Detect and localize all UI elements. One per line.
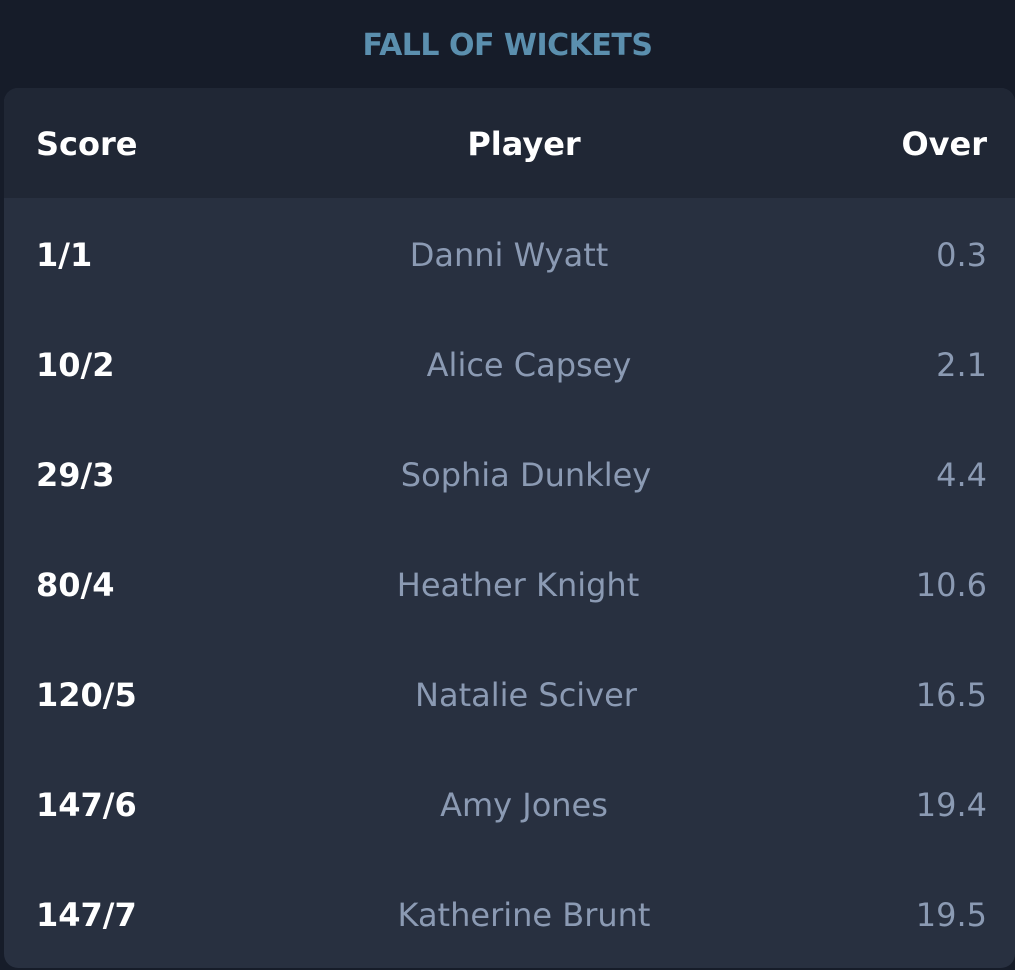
row-player: Natalie Sciver (415, 676, 637, 714)
table-row: 80/4 Heather Knight 10.6 (4, 418, 1015, 604)
row-score: 80/4 (36, 566, 115, 604)
table-row: 1/1 Danni Wyatt 0.3 (4, 88, 1015, 274)
row-player: Heather Knight (396, 566, 640, 604)
table-row: 147/7 Katherine Brunt 19.5 (4, 748, 1015, 934)
table-row: 147/6 Amy Jones 19.4 (4, 638, 1015, 824)
row-score: 29/3 (36, 456, 115, 494)
row-score: 147/6 (36, 786, 137, 824)
fall-of-wickets-table: Score Player Over 1/1 Danni Wyatt 0.3 10… (4, 88, 1015, 968)
row-over: 0.3 (936, 236, 987, 274)
section-title: FALL OF WICKETS (362, 28, 653, 63)
row-player: Sophia Dunkley (400, 456, 652, 494)
table-row: 10/2 Alice Capsey 2.1 (4, 198, 1015, 384)
row-over: 2.1 (936, 346, 987, 384)
header-player: Player (467, 125, 581, 163)
row-over: 19.5 (915, 896, 987, 934)
row-score: 147/7 (36, 896, 137, 934)
row-over: 16.5 (915, 676, 987, 714)
row-player: Katherine Brunt (397, 896, 651, 934)
header-score: Score (36, 125, 138, 163)
row-player: Amy Jones (440, 786, 608, 824)
row-score: 120/5 (36, 676, 137, 714)
row-over: 4.4 (936, 456, 987, 494)
row-over: 19.4 (915, 786, 987, 824)
row-score: 1/1 (36, 236, 93, 274)
table-row: 120/5 Natalie Sciver 16.5 (4, 528, 1015, 714)
row-player: Alice Capsey (426, 346, 632, 384)
row-player: Danni Wyatt (409, 236, 609, 274)
table-row: 29/3 Sophia Dunkley 4.4 (4, 308, 1015, 494)
header-over: Over (901, 125, 987, 163)
row-score: 10/2 (36, 346, 115, 384)
row-over: 10.6 (915, 566, 987, 604)
table-header: Score Player Over (4, 88, 1015, 198)
